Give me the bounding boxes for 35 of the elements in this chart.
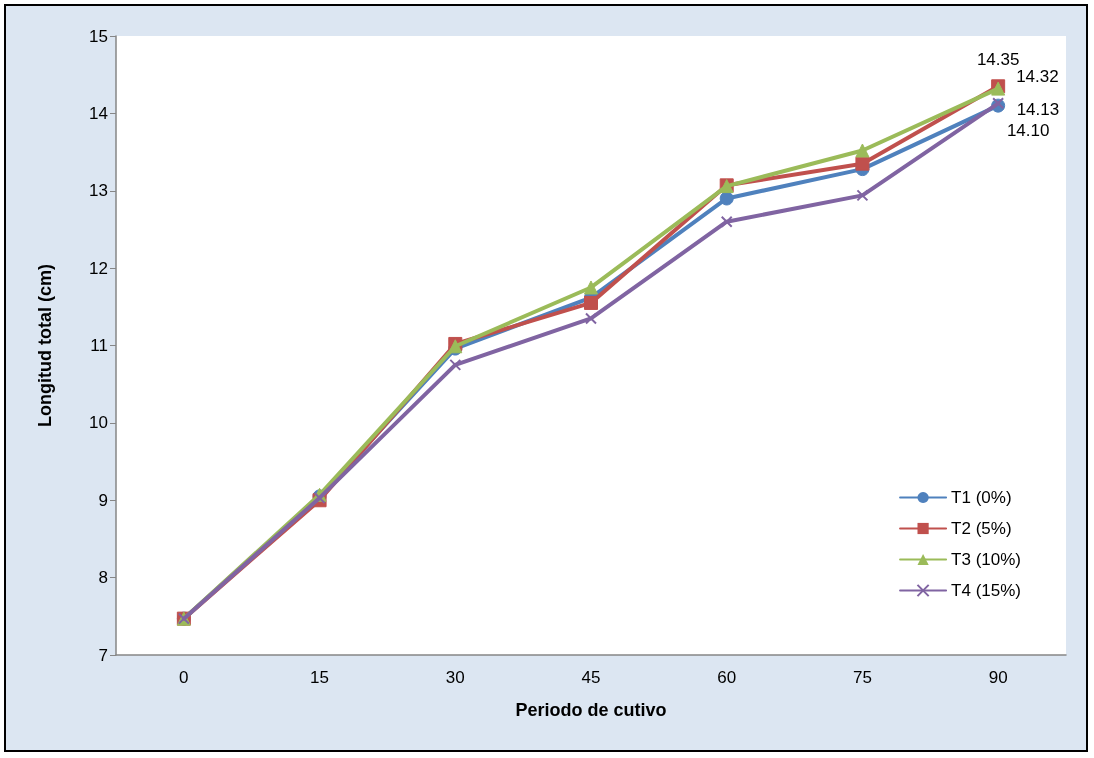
data-label: 14.32 xyxy=(1016,67,1059,87)
y-tick-label: 13 xyxy=(89,181,108,201)
legend-label: T3 (10%) xyxy=(951,550,1022,569)
point xyxy=(449,358,462,371)
x-tick-label: 15 xyxy=(310,668,330,687)
point xyxy=(855,156,870,171)
legend-label: T1 (0%) xyxy=(951,488,1012,507)
y-tick-label: 15 xyxy=(89,26,108,46)
point xyxy=(720,215,733,228)
data-label: 14.13 xyxy=(1016,99,1060,119)
point xyxy=(584,280,598,295)
point xyxy=(584,295,598,310)
x-tick-label: 60 xyxy=(717,668,737,687)
legend-label: T4 (15%) xyxy=(951,581,1022,600)
y-tick-label: 11 xyxy=(90,336,108,355)
point xyxy=(585,312,597,325)
legend-label: T2 (5%) xyxy=(951,519,1012,538)
y-tick-label: 14 xyxy=(89,103,108,123)
y-tick-label: 12 xyxy=(89,258,108,278)
point xyxy=(855,143,870,158)
y-tick-label: 8 xyxy=(98,568,108,588)
x-tick-label: 30 xyxy=(445,668,465,687)
x-tick-label: 45 xyxy=(581,668,601,687)
y-tick-label: 10 xyxy=(89,413,108,433)
point xyxy=(856,189,869,202)
y-tick-label: 7 xyxy=(98,645,108,665)
x-tick-label: 75 xyxy=(852,668,872,687)
x-axis-title: Periodo de cutivo xyxy=(515,700,667,720)
y-axis-title: Longitud total (cm) xyxy=(35,264,55,427)
y-tick-label: 9 xyxy=(98,490,108,510)
x-tick-label: 90 xyxy=(988,668,1008,687)
data-label: 14.35 xyxy=(976,50,1020,70)
data-label: 14.10 xyxy=(1006,120,1050,140)
point xyxy=(719,191,734,206)
x-tick-label: 0 xyxy=(179,668,189,687)
